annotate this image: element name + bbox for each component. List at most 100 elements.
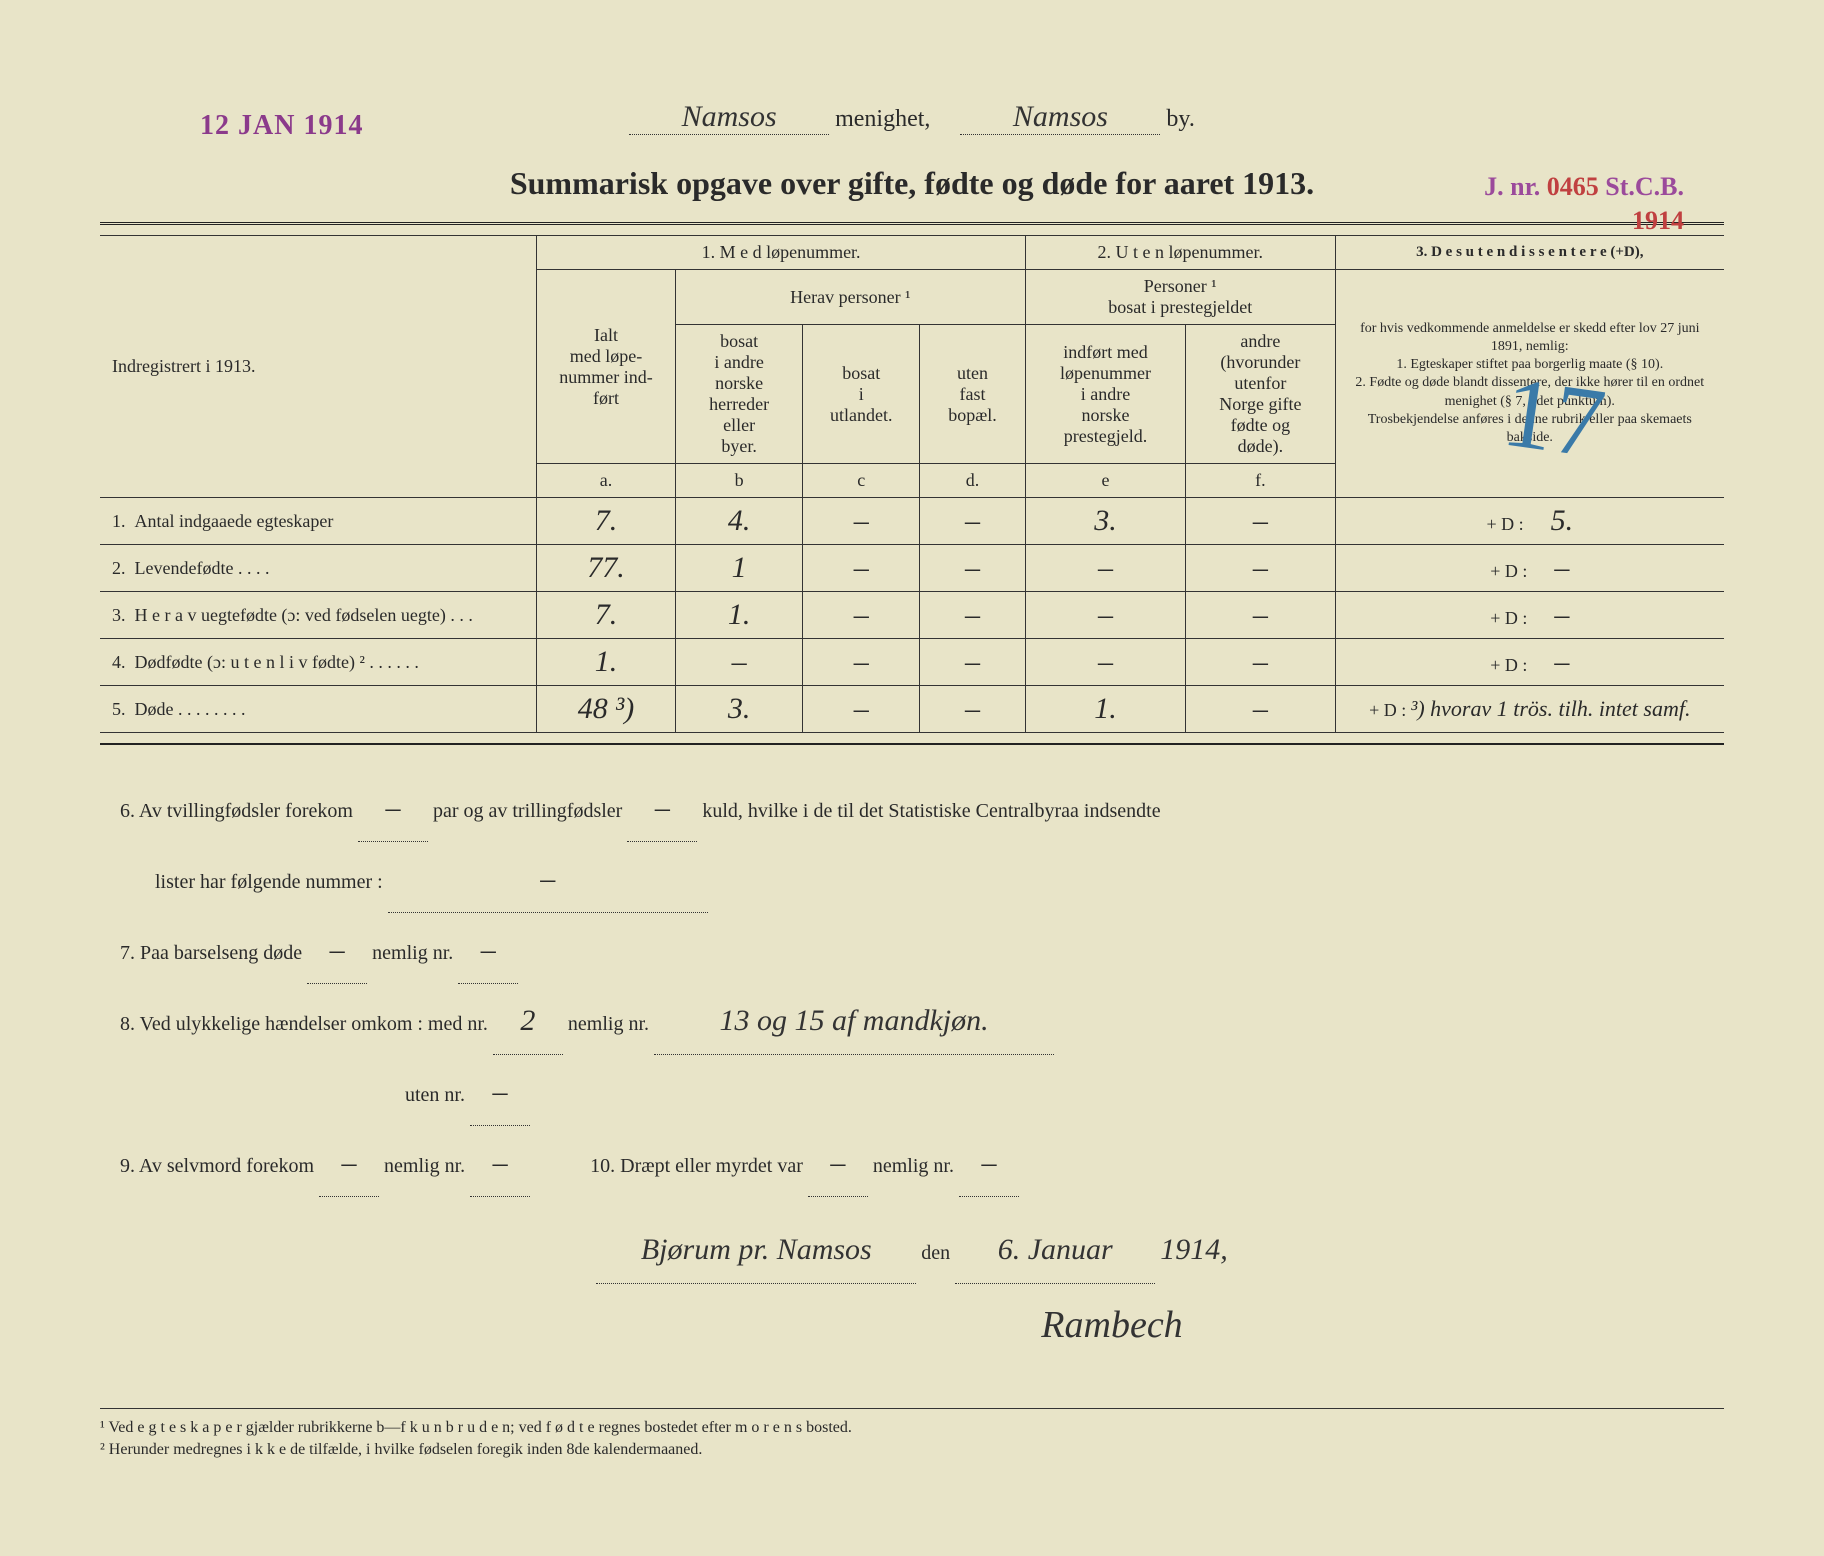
row-num: 3. <box>112 605 126 625</box>
cell-c: – <box>803 545 920 592</box>
l8-v2: 13 og 15 af mandkjøn. <box>654 988 1054 1055</box>
cell-d: – <box>920 545 1026 592</box>
line6b: par og av trillingfødsler <box>433 800 622 822</box>
footnote-1: ¹ Ved e g t e s k a p e r gjælder rubrik… <box>100 1417 1724 1439</box>
col-a-header: Ialt med løpe- nummer ind- ført <box>537 270 676 464</box>
col-d-header: uten fast bopæl. <box>920 325 1026 464</box>
cell-g: + D : 5. <box>1335 498 1724 545</box>
cell-f: – <box>1186 639 1335 686</box>
table-bottom-rule <box>100 743 1724 745</box>
table-row: 1. Antal indgaaede egteskaper 7. 4. – – … <box>100 498 1724 545</box>
l10-v2: – <box>959 1130 1019 1197</box>
col-a-letter: a. <box>537 464 676 498</box>
cell-c: – <box>803 639 920 686</box>
col-b-header: bosat i andre norske herreder eller byer… <box>675 325 803 464</box>
row-label: Levendefødte . . . . <box>135 558 270 578</box>
cell-e: 3. <box>1025 498 1185 545</box>
col-f-header: andre (hvorunder utenfor Norge gifte fød… <box>1186 325 1335 464</box>
line8-uten: uten nr. <box>405 1084 465 1106</box>
cell-b: – <box>675 639 803 686</box>
cell-a: 77. <box>537 545 676 592</box>
line7: 7. Paa barselseng døde <box>120 942 302 964</box>
col3-header: 3. D e s u t e n d i s s e n t e r e (+D… <box>1335 236 1724 270</box>
cell-b: 4. <box>675 498 803 545</box>
cell-f: – <box>1186 545 1335 592</box>
l6-par: – <box>358 775 428 842</box>
cell-e: – <box>1025 592 1185 639</box>
l9-v2: – <box>470 1130 530 1197</box>
jnr-suffix: St.C.B. <box>1605 172 1684 201</box>
row-num: 2. <box>112 558 126 578</box>
cell-e: – <box>1025 545 1185 592</box>
col-e-header: indført med løpenummer i andre norske pr… <box>1025 325 1185 464</box>
col-c-header: bosat i utlandet. <box>803 325 920 464</box>
cell-c: – <box>803 592 920 639</box>
sig-place: Bjørum pr. Namsos <box>596 1217 916 1284</box>
cell-d: – <box>920 498 1026 545</box>
cell-c: – <box>803 686 920 733</box>
cell-d: – <box>920 686 1026 733</box>
col-ef-header: Personer ¹ bosat i prestegjeldet <box>1025 270 1335 325</box>
cell-b: 1. <box>675 592 803 639</box>
city-name: Namsos <box>960 100 1160 135</box>
line10: 10. Dræpt eller myrdet var <box>590 1155 803 1177</box>
cell-d: – <box>920 592 1026 639</box>
jnr-number: 0465 <box>1547 172 1599 201</box>
col-d-letter: d. <box>920 464 1026 498</box>
col-c-letter: c <box>803 464 920 498</box>
row-num: 1. <box>112 511 126 531</box>
col-g-detail: for hvis vedkommende anmeldelse er skedd… <box>1335 270 1724 498</box>
col-e-letter: e <box>1025 464 1185 498</box>
table-row: 4. Dødfødte (ɔ: u t e n l i v fødte) ² .… <box>100 639 1724 686</box>
cell-f: – <box>1186 498 1335 545</box>
cell-g: + D : ³) hvorav 1 trös. tilh. intet samf… <box>1335 686 1724 733</box>
parish-name: Namsos <box>629 100 829 135</box>
table-row: 5. Døde . . . . . . . . 48 ³) 3. – – 1. … <box>100 686 1724 733</box>
col-b-letter: b <box>675 464 803 498</box>
col-f-letter: f. <box>1186 464 1335 498</box>
l8-uten-v: – <box>470 1059 530 1126</box>
herav-header: Herav personer ¹ <box>675 270 1025 325</box>
l10-v1: – <box>808 1130 868 1197</box>
l9-v1: – <box>319 1130 379 1197</box>
parish-label: menighet, <box>835 106 930 132</box>
sig-den: den <box>921 1242 950 1264</box>
col1-header: 1. M e d løpenummer. <box>537 236 1026 270</box>
line7-mid: nemlig nr. <box>372 942 453 964</box>
cell-a: 7. <box>537 498 676 545</box>
footnotes: ¹ Ved e g t e s k a p e r gjælder rubrik… <box>100 1408 1724 1462</box>
cell-c: – <box>803 498 920 545</box>
cell-g: + D : – <box>1335 545 1724 592</box>
l7-v2: – <box>458 917 518 984</box>
cell-g: + D : – <box>1335 639 1724 686</box>
line6a: 6. Av tvillingfødsler forekom <box>120 800 353 822</box>
sig-date: 6. Januar <box>955 1217 1155 1284</box>
table-row: 3. H e r a v uegtefødte (ɔ: ved fødselen… <box>100 592 1724 639</box>
l8-v1: 2 <box>493 988 563 1055</box>
l6-kuld: – <box>627 775 697 842</box>
city-label: by. <box>1166 106 1194 132</box>
cell-a: 48 ³) <box>537 686 676 733</box>
signature-block: Bjørum pr. Namsos den 6. Januar 1914, Ra… <box>120 1217 1704 1368</box>
line8: 8. Ved ulykkelige hændelser omkom : med … <box>120 1013 488 1035</box>
jnr-label: J. nr. <box>1484 172 1540 201</box>
l6-num: – <box>388 846 708 913</box>
line10-mid: nemlig nr. <box>873 1155 954 1177</box>
cell-f: – <box>1186 686 1335 733</box>
line6c: kuld, hvilke i de til det Statistiske Ce… <box>702 800 1160 822</box>
cell-f: – <box>1186 592 1335 639</box>
cell-g: + D : – <box>1335 592 1724 639</box>
indreg-header: Indregistrert i 1913. <box>100 236 537 498</box>
stamp-journal-number: J. nr. 0465 St.C.B. 1914 <box>1484 170 1684 238</box>
line9-mid: nemlig nr. <box>384 1155 465 1177</box>
cell-a: 7. <box>537 592 676 639</box>
cell-d: – <box>920 639 1026 686</box>
row-num: 5. <box>112 699 126 719</box>
row-label: Dødfødte (ɔ: u t e n l i v fødte) ² . . … <box>135 652 419 672</box>
l7-v1: – <box>307 917 367 984</box>
cell-a: 1. <box>537 639 676 686</box>
row-num: 4. <box>112 652 126 672</box>
signature: Rambech <box>1041 1304 1182 1346</box>
line6d: lister har følgende nummer : <box>155 871 383 893</box>
cell-b: 1 <box>675 545 803 592</box>
